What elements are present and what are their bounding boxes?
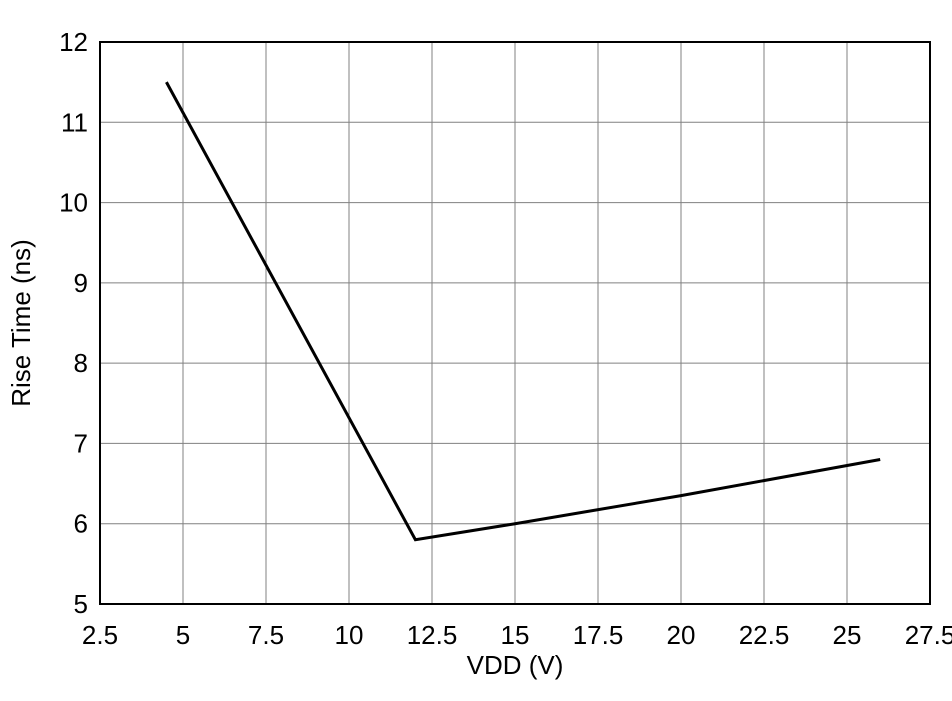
x-tick-label: 7.5 [248, 620, 284, 650]
x-tick-label: 2.5 [82, 620, 118, 650]
y-axis-label: Rise Time (ns) [6, 239, 36, 407]
y-tick-label: 11 [61, 107, 88, 137]
y-tick-label: 7 [74, 428, 88, 458]
y-tick-label: 9 [74, 268, 88, 298]
x-axis-label: VDD (V) [467, 650, 564, 680]
series-line [165, 81, 881, 542]
x-tick-label: 27.5 [905, 620, 952, 650]
x-tick-label: 22.5 [739, 620, 790, 650]
plot-border-layer [99, 41, 931, 605]
grid-layer [99, 41, 931, 605]
series-layer [165, 81, 881, 542]
y-tick-label: 12 [59, 27, 88, 57]
x-tick-label: 25 [833, 620, 862, 650]
y-tick-label: 5 [74, 589, 88, 619]
x-tick-label: 5 [176, 620, 190, 650]
y-tick-label: 8 [74, 348, 88, 378]
tick-label-layer: 2.5 5 7.5 10 12.5 15 17.5 20 22.5 25 27.5567891011… [59, 27, 952, 650]
y-tick-label: 10 [59, 188, 88, 218]
y-tick-label: 6 [74, 509, 88, 539]
x-tick-label: 17.5 [573, 620, 624, 650]
x-tick-label: 10 [335, 620, 364, 650]
plot-border [99, 41, 931, 605]
x-tick-label: 15 [501, 620, 530, 650]
x-tick-label: 20 [667, 620, 696, 650]
x-tick-label: 12.5 [407, 620, 458, 650]
